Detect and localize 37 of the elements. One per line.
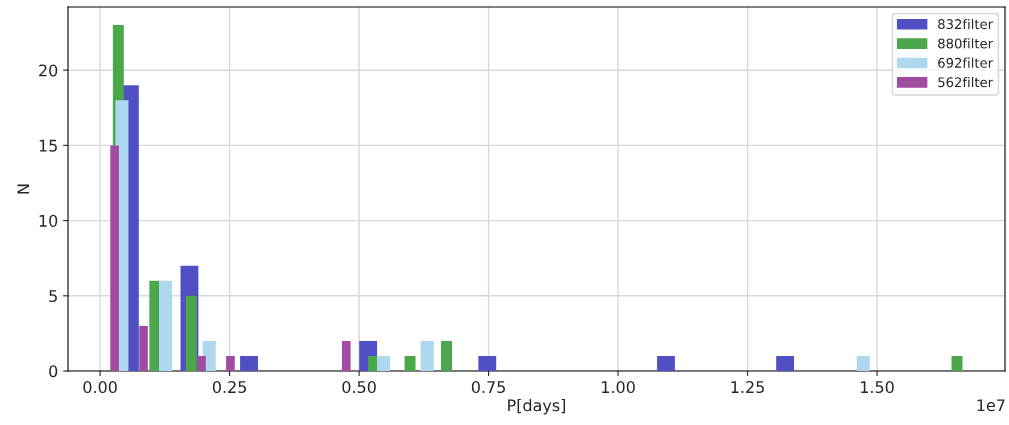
x-tick-label: 0.25 (212, 381, 246, 394)
x-tick-label: 1.00 (602, 381, 635, 394)
bar (139, 325, 148, 372)
bar (149, 280, 161, 372)
bar (420, 340, 434, 372)
bar (657, 355, 675, 372)
legend-label: 692filter (938, 57, 994, 68)
bar (158, 280, 173, 372)
x-tick-label: 0.75 (471, 381, 505, 394)
bar (226, 355, 235, 372)
bar (110, 145, 119, 372)
bar (377, 355, 391, 372)
y-tick-label: 0 (49, 365, 58, 378)
x-tick-label: 1.25 (731, 381, 764, 394)
y-tick-label: 15 (39, 139, 57, 152)
bar (856, 355, 870, 372)
legend-label: 880filter (938, 38, 994, 49)
x-tick-label: 1.50 (861, 381, 894, 394)
y-tick-label: 5 (49, 290, 57, 303)
text: 1e7 (977, 399, 1005, 412)
bar (240, 355, 258, 372)
bar (478, 355, 497, 372)
bar (341, 340, 351, 372)
x-axis-title: P[days] (508, 398, 566, 415)
legend-label: 562filter (938, 76, 994, 88)
bar (197, 355, 206, 372)
x-tick-label: 0.00 (83, 381, 117, 394)
bar (951, 355, 963, 372)
bar (185, 295, 197, 372)
bar (404, 355, 416, 372)
bar (441, 340, 452, 372)
x-tick-label: 0.50 (342, 381, 376, 394)
y-axis-title: N (17, 184, 30, 194)
y-tick-label: 20 (39, 64, 58, 77)
bar (776, 355, 795, 372)
legend-label: 832filter (938, 18, 994, 30)
y-tick-label: 10 (39, 214, 58, 227)
